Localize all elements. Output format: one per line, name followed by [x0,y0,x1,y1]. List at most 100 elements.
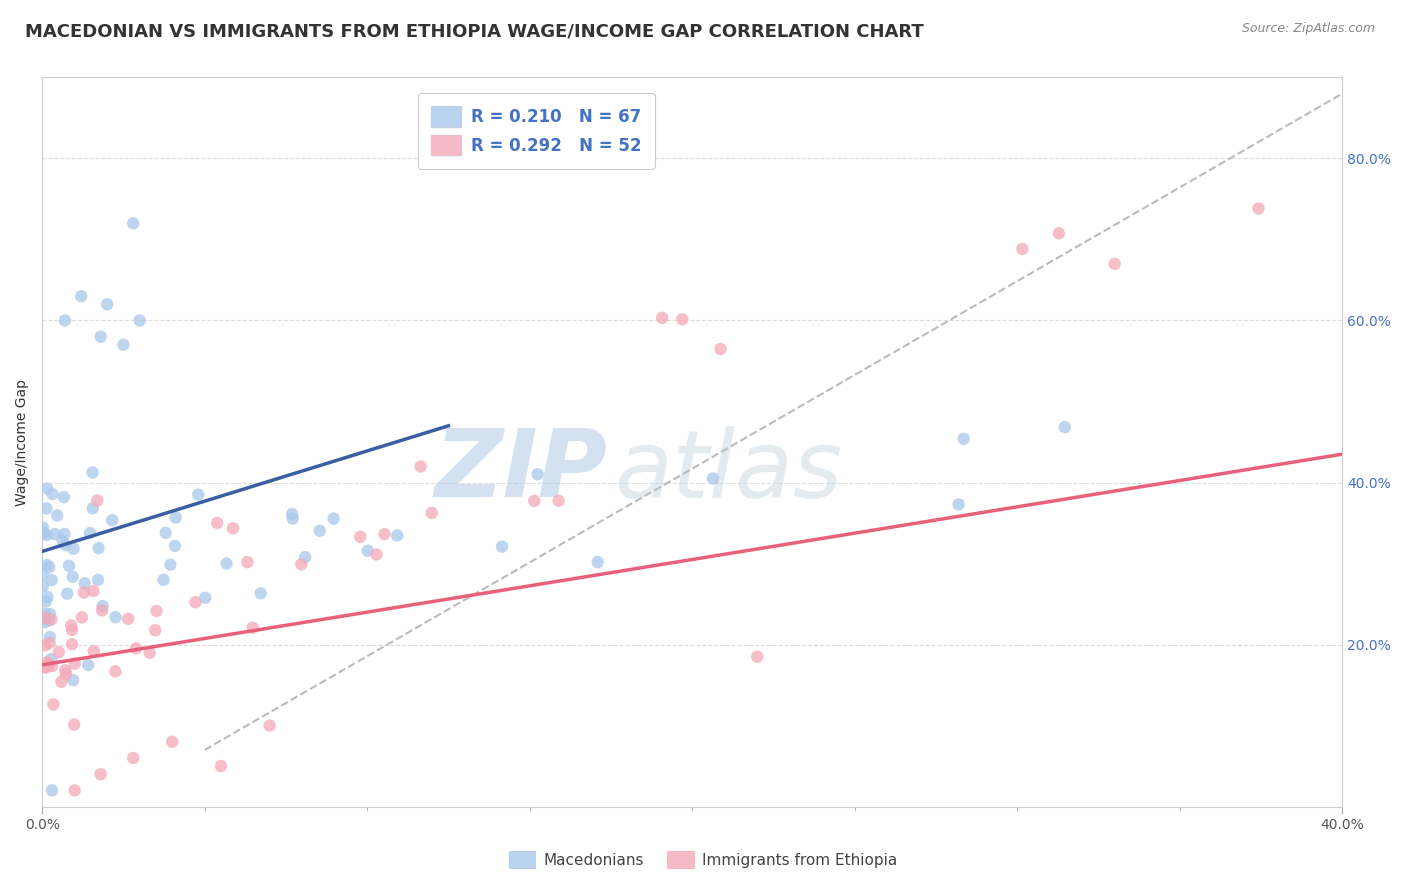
Point [34,615,56,629]
Point [145,604,167,618]
Point [128,313,150,327]
Point [70,610,93,624]
Point [63,717,86,731]
Point [112,338,135,352]
Point [56,587,79,601]
Point [37,655,59,669]
Point [41,612,63,626]
Text: atlas: atlas [614,425,842,516]
Point [42,698,65,712]
Point [125,641,148,656]
Point [139,646,162,660]
Point [91,603,114,617]
Point [290,558,312,572]
Point [63,783,86,797]
Point [73,576,96,591]
Legend: Macedonians, Immigrants from Ethiopia: Macedonians, Immigrants from Ethiopia [502,845,904,875]
Point [143,624,166,638]
Point [281,507,304,521]
Point [159,558,181,572]
Point [37,590,59,604]
Point [35,594,58,608]
Point [44,527,66,541]
Point [387,528,409,542]
Point [35,528,58,542]
Point [32,526,55,541]
Point [322,511,344,525]
Y-axis label: Wage/Income Gap: Wage/Income Gap [15,378,30,506]
Point [52,490,75,504]
Point [62,541,84,556]
Point [41,659,63,673]
Point [38,636,60,650]
Point [48,645,70,659]
Point [215,557,238,571]
Point [294,550,316,565]
Point [38,630,60,644]
Point [82,583,104,598]
Point [53,527,76,541]
Point [63,657,86,671]
Point [184,595,207,609]
Point [62,673,84,687]
Point [117,612,139,626]
Point [35,660,58,674]
Point [222,521,245,535]
Point [122,751,145,765]
Point [160,735,183,749]
Point [41,487,63,501]
Point [83,644,105,658]
Point [60,618,83,632]
Point [70,289,93,303]
Point [526,467,548,482]
Point [55,538,77,552]
Point [87,541,110,556]
Point [41,783,63,797]
Point [35,558,58,572]
Point [91,599,114,613]
Point [155,525,177,540]
Point [34,607,56,621]
Point [948,498,970,512]
Point [357,543,380,558]
Point [34,660,56,674]
Point [101,513,124,527]
Point [86,493,108,508]
Point [34,638,56,652]
Point [46,508,69,523]
Point [366,548,388,562]
Point [308,524,330,538]
Point [82,501,104,516]
Point [90,329,112,343]
Point [58,558,80,573]
Point [77,658,100,673]
Point [702,471,724,485]
Point [207,516,229,530]
Point [373,527,395,541]
Point [39,607,62,622]
Point [96,297,118,311]
Point [35,501,58,516]
Point [242,621,264,635]
Point [409,459,432,474]
Point [53,663,76,677]
Point [547,493,569,508]
Point [1053,420,1076,434]
Point [349,530,371,544]
Point [90,767,112,781]
Point [38,560,60,574]
Point [51,674,73,689]
Point [671,312,693,326]
Point [62,570,84,584]
Point [39,652,62,666]
Point [165,510,187,524]
Point [709,342,731,356]
Point [87,573,110,587]
Point [41,573,63,587]
Point [952,432,974,446]
Point [122,216,145,230]
Point [187,487,209,501]
Point [60,623,83,637]
Point [53,313,76,327]
Point [35,482,58,496]
